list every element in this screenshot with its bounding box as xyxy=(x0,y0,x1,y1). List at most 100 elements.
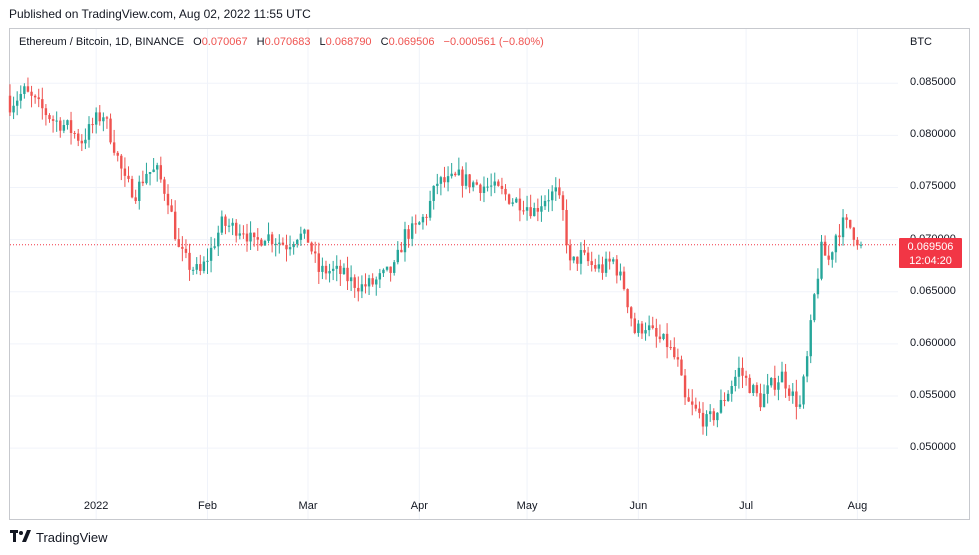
open-value: 0.070067 xyxy=(201,36,248,48)
candle-up xyxy=(780,371,784,383)
candle-down xyxy=(425,216,428,218)
close-label: C xyxy=(380,36,389,48)
candle-down xyxy=(163,179,166,194)
candle-down xyxy=(123,168,127,176)
candle-down xyxy=(712,411,715,421)
last-price-badge: 0.069506 12:04:20 xyxy=(899,238,962,268)
candle-up xyxy=(809,320,812,357)
candle-down xyxy=(173,211,177,240)
candle-down xyxy=(633,318,636,333)
candle-up xyxy=(102,117,105,122)
candle-up xyxy=(249,232,252,242)
candle-down xyxy=(77,133,80,141)
candle-down xyxy=(838,235,841,238)
candle-up xyxy=(472,182,475,188)
candle-down xyxy=(69,120,73,133)
candle-up xyxy=(209,247,213,261)
candle-up xyxy=(834,235,838,253)
candle-down xyxy=(683,375,687,398)
candle-up xyxy=(831,252,834,260)
candle-down xyxy=(400,249,403,253)
candle-down xyxy=(529,207,532,217)
candle-down xyxy=(245,233,249,242)
y-tick-label: 0.055000 xyxy=(910,388,956,401)
candle-down xyxy=(748,377,751,394)
candle-down xyxy=(586,252,590,262)
x-tick-label: Aug xyxy=(847,500,868,512)
candle-down xyxy=(698,408,701,413)
candle-down xyxy=(536,208,540,212)
candle-up xyxy=(335,265,338,269)
candle-down xyxy=(130,178,134,198)
candle-up xyxy=(554,187,557,192)
candle-up xyxy=(813,294,816,321)
candle-down xyxy=(8,95,12,113)
chart-frame[interactable] xyxy=(9,28,970,520)
candle-up xyxy=(195,264,198,270)
candle-up xyxy=(777,382,780,390)
candle-down xyxy=(339,265,342,274)
candle-down xyxy=(687,397,690,402)
candle-down xyxy=(41,99,44,109)
candle-up xyxy=(464,174,468,186)
candle-up xyxy=(66,120,69,126)
candle-up xyxy=(533,208,536,217)
candle-down xyxy=(827,255,830,260)
candle-up xyxy=(191,269,195,271)
candle-up xyxy=(432,185,435,201)
candle-down xyxy=(576,256,579,264)
candle-up xyxy=(597,264,601,269)
candle-down xyxy=(141,181,145,184)
candle-up xyxy=(321,265,324,272)
candle-up xyxy=(152,169,155,173)
candle-up xyxy=(805,356,809,377)
candle-down xyxy=(30,91,33,96)
candle-up xyxy=(547,200,550,202)
symbol-label: Ethereum / Bitcoin, 1D, BINANCE xyxy=(19,36,185,48)
candle-up xyxy=(396,249,399,263)
candle-down xyxy=(324,265,328,274)
candle-down xyxy=(651,325,654,328)
candle-down xyxy=(561,195,565,210)
candle-up xyxy=(798,404,802,407)
candle-up xyxy=(148,172,152,174)
candle-down xyxy=(640,323,644,334)
candle-down xyxy=(256,237,259,240)
grid-lines xyxy=(10,29,898,519)
candle-up xyxy=(719,399,723,413)
y-tick-label: 0.050000 xyxy=(910,441,956,454)
candle-down xyxy=(364,284,367,287)
y-tick-label: 0.060000 xyxy=(910,336,956,349)
candle-down xyxy=(701,412,705,427)
candle-down xyxy=(389,266,392,273)
candle-down xyxy=(98,112,101,122)
x-tick-label: 2022 xyxy=(83,500,109,512)
candle-down xyxy=(407,229,410,239)
x-tick-label: Jun xyxy=(629,500,648,512)
candle-up xyxy=(296,239,299,245)
candle-up xyxy=(375,279,378,285)
candles xyxy=(8,77,863,436)
candle-down xyxy=(669,347,672,349)
candle-down xyxy=(784,371,787,389)
candle-down xyxy=(26,86,30,92)
candle-down xyxy=(105,117,109,119)
candle-down xyxy=(188,252,191,270)
candle-up xyxy=(612,259,615,262)
candle-down xyxy=(500,185,504,189)
footer-brand[interactable]: TradingView xyxy=(10,530,108,545)
close-value: 0.069506 xyxy=(388,36,435,48)
candle-down xyxy=(317,253,321,272)
candle-down xyxy=(759,393,762,408)
candle-down xyxy=(134,197,137,201)
candle-down xyxy=(680,359,683,376)
countdown-timer: 12:04:20 xyxy=(909,255,952,267)
candle-down xyxy=(849,219,852,228)
candle-down xyxy=(177,239,180,247)
candle-down xyxy=(665,333,669,348)
candle-up xyxy=(62,125,66,131)
candle-down xyxy=(314,251,317,254)
candle-down xyxy=(346,267,349,282)
candle-up xyxy=(482,186,486,193)
